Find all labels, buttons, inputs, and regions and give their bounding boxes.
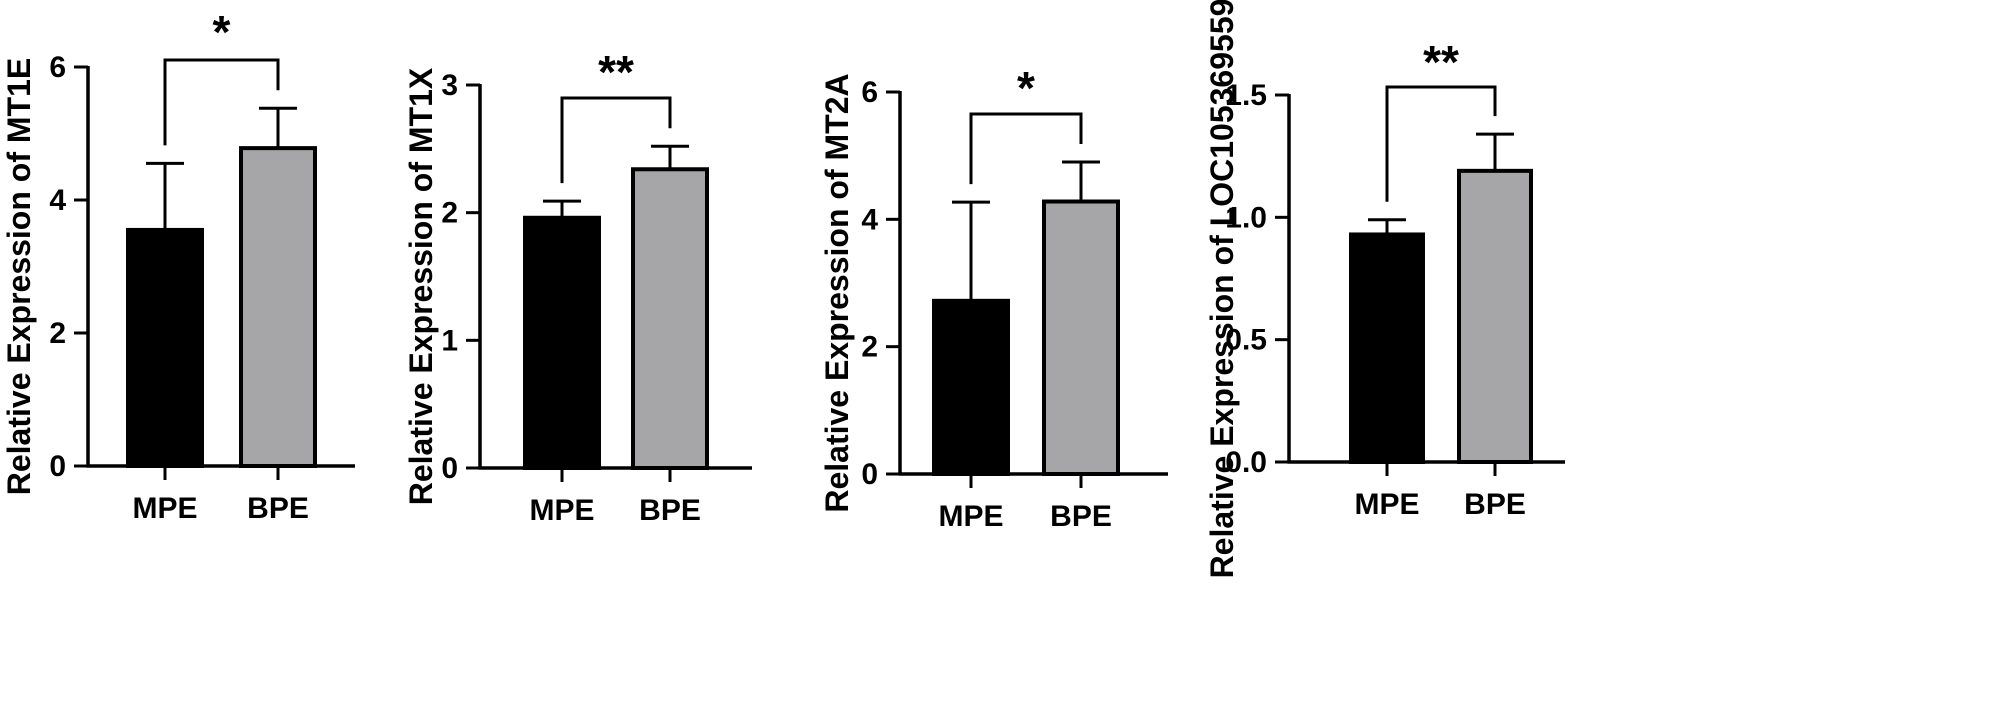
significance-label: ** bbox=[598, 46, 634, 98]
x-tick-label: BPE bbox=[1050, 500, 1112, 533]
y-axis-label: Relative Expression of MT2A bbox=[819, 73, 855, 512]
y-axis-label: Relative Expression of MT1E bbox=[1, 58, 37, 495]
y-tick-label: 2 bbox=[441, 197, 458, 230]
bar-bpe bbox=[239, 146, 317, 468]
bar-mpe bbox=[523, 215, 601, 470]
y-tick-label: 0 bbox=[861, 458, 878, 491]
significance-bracket bbox=[1385, 85, 1497, 202]
y-tick-label: 4 bbox=[49, 184, 66, 217]
x-tick-label: BPE bbox=[1464, 488, 1526, 521]
y-tick-label: 2 bbox=[49, 317, 66, 350]
y-tick-label: 2 bbox=[861, 331, 878, 364]
y-tick-label: 6 bbox=[49, 51, 66, 84]
bar-bpe bbox=[1457, 168, 1533, 464]
bar-mpe bbox=[1349, 232, 1425, 464]
significance-bracket bbox=[163, 58, 280, 146]
y-tick-label: 0 bbox=[49, 450, 66, 483]
x-tick-label: MPE bbox=[1354, 488, 1419, 521]
bar-mpe bbox=[126, 227, 204, 468]
y-tick-label: 0.5 bbox=[1225, 324, 1267, 357]
y-tick-label: 1.5 bbox=[1225, 79, 1267, 112]
x-tick-label: MPE bbox=[529, 494, 594, 527]
significance-bracket bbox=[560, 96, 672, 184]
significance-label: * bbox=[1017, 62, 1035, 114]
x-tick-label: MPE bbox=[938, 500, 1003, 533]
y-tick-label: 6 bbox=[861, 76, 878, 109]
y-tick-label: 1 bbox=[441, 324, 458, 357]
y-tick-label: 1.0 bbox=[1225, 201, 1267, 234]
x-tick-label: BPE bbox=[247, 492, 309, 525]
x-tick-label: BPE bbox=[639, 494, 701, 527]
y-tick-label: 0 bbox=[441, 452, 458, 485]
significance-label: ** bbox=[1423, 36, 1459, 88]
y-tick-label: 4 bbox=[861, 203, 878, 236]
y-tick-label: 0.0 bbox=[1225, 446, 1267, 479]
y-tick-label: 3 bbox=[441, 69, 458, 102]
significance-bracket bbox=[969, 112, 1083, 185]
significance-label: * bbox=[213, 6, 231, 58]
x-tick-label: MPE bbox=[132, 492, 197, 525]
y-axis-label: Relative Expression of MT1X bbox=[403, 67, 439, 505]
y-axis-label: Relative Expression of LOC105369559 bbox=[1204, 0, 1240, 578]
